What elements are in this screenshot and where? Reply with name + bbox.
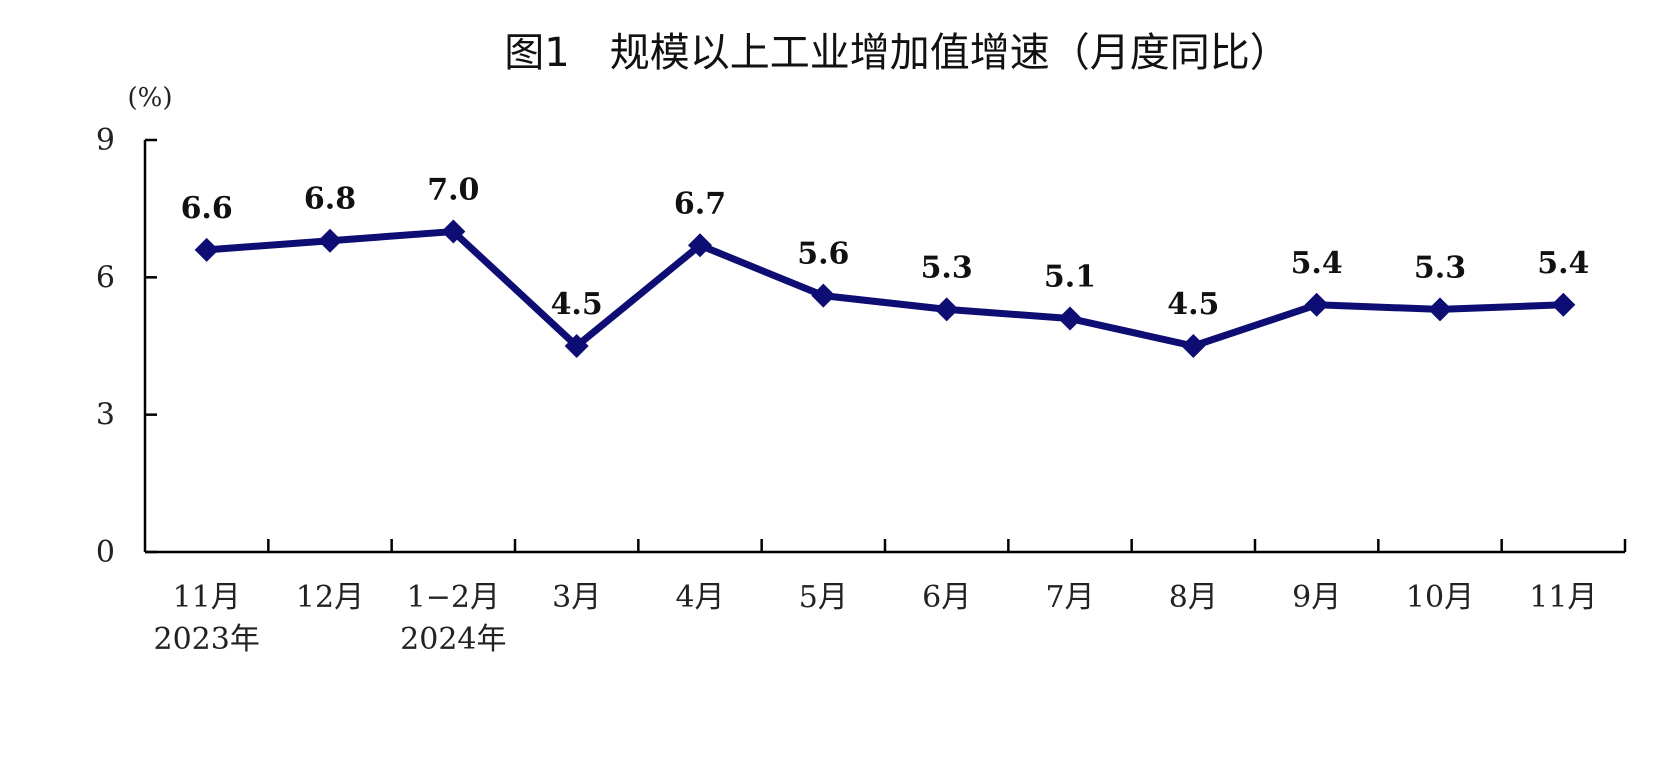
chart-title: 图1 规模以上工业增加值增速（月度同比）: [504, 30, 1289, 76]
y-tick-label: 6: [96, 260, 115, 295]
data-point-marker: [811, 283, 836, 308]
data-label: 5.6: [797, 237, 849, 272]
data-point-marker: [318, 228, 342, 253]
data-label: 5.1: [1044, 260, 1096, 295]
data-point-marker: [564, 334, 589, 358]
x-tick-label: 5月: [799, 580, 848, 615]
x-tick-label: 9月: [1292, 580, 1341, 615]
series-line-group: [203, 228, 1567, 350]
data-point-marker: [1304, 292, 1329, 317]
data-point-marker: [1181, 334, 1206, 358]
data-labels-group: 6.6 6.8 7.0 4.5 6.7 5.6 5.3 5.1 4.5 5.4 5.3 5.4: [181, 173, 1590, 322]
data-label: 6.8: [304, 182, 356, 217]
data-label: 6.7: [674, 186, 726, 221]
data-label: 5.4: [1537, 246, 1589, 281]
x-tick-label: 12月: [296, 580, 364, 615]
y-tick-label: 9: [96, 123, 115, 158]
series-line: [203, 228, 1567, 350]
data-label: 4.5: [1167, 287, 1219, 322]
axes: 0 3 6 9: [96, 123, 1627, 570]
x-tick-label: 7月: [1045, 580, 1094, 615]
x-tick-label: 8月: [1169, 580, 1218, 615]
data-point-marker: [1058, 306, 1082, 331]
data-point-marker: [688, 233, 712, 258]
data-label: 5.4: [1291, 246, 1343, 281]
y-tick-label: 3: [96, 398, 115, 433]
y-tick-label: 0: [96, 535, 115, 570]
data-label: 5.3: [1414, 250, 1466, 285]
x-tick-label: 11月: [1529, 580, 1597, 615]
data-label: 7.0: [427, 173, 479, 208]
data-point-marker: [194, 237, 219, 262]
y-axis-unit: (%): [128, 83, 173, 113]
data-point-marker: [1551, 292, 1576, 317]
data-point-marker: [441, 219, 466, 244]
x-tick-label: 2023年: [153, 622, 259, 657]
x-tick-label: 10月: [1406, 580, 1474, 615]
data-point-marker: [1428, 297, 1452, 322]
x-tick-label: 6月: [922, 580, 971, 615]
x-tick-label: 4月: [675, 580, 724, 615]
data-label: 5.3: [921, 250, 973, 285]
x-axis-labels-group: 11月 2023年 12月 1−2月 2024年 3月 4月 5月 6月 7月 8月 9月 10月 11月: [153, 580, 1597, 657]
data-label: 6.6: [181, 191, 233, 226]
x-tick-label: 1−2月: [407, 580, 500, 615]
data-point-marker: [934, 297, 959, 322]
x-tick-label: 3月: [552, 580, 601, 615]
x-tick-label: 11月: [173, 580, 241, 615]
data-label: 4.5: [551, 287, 603, 322]
x-tick-label: 2024年: [400, 622, 506, 657]
markers-group: [194, 219, 1576, 358]
